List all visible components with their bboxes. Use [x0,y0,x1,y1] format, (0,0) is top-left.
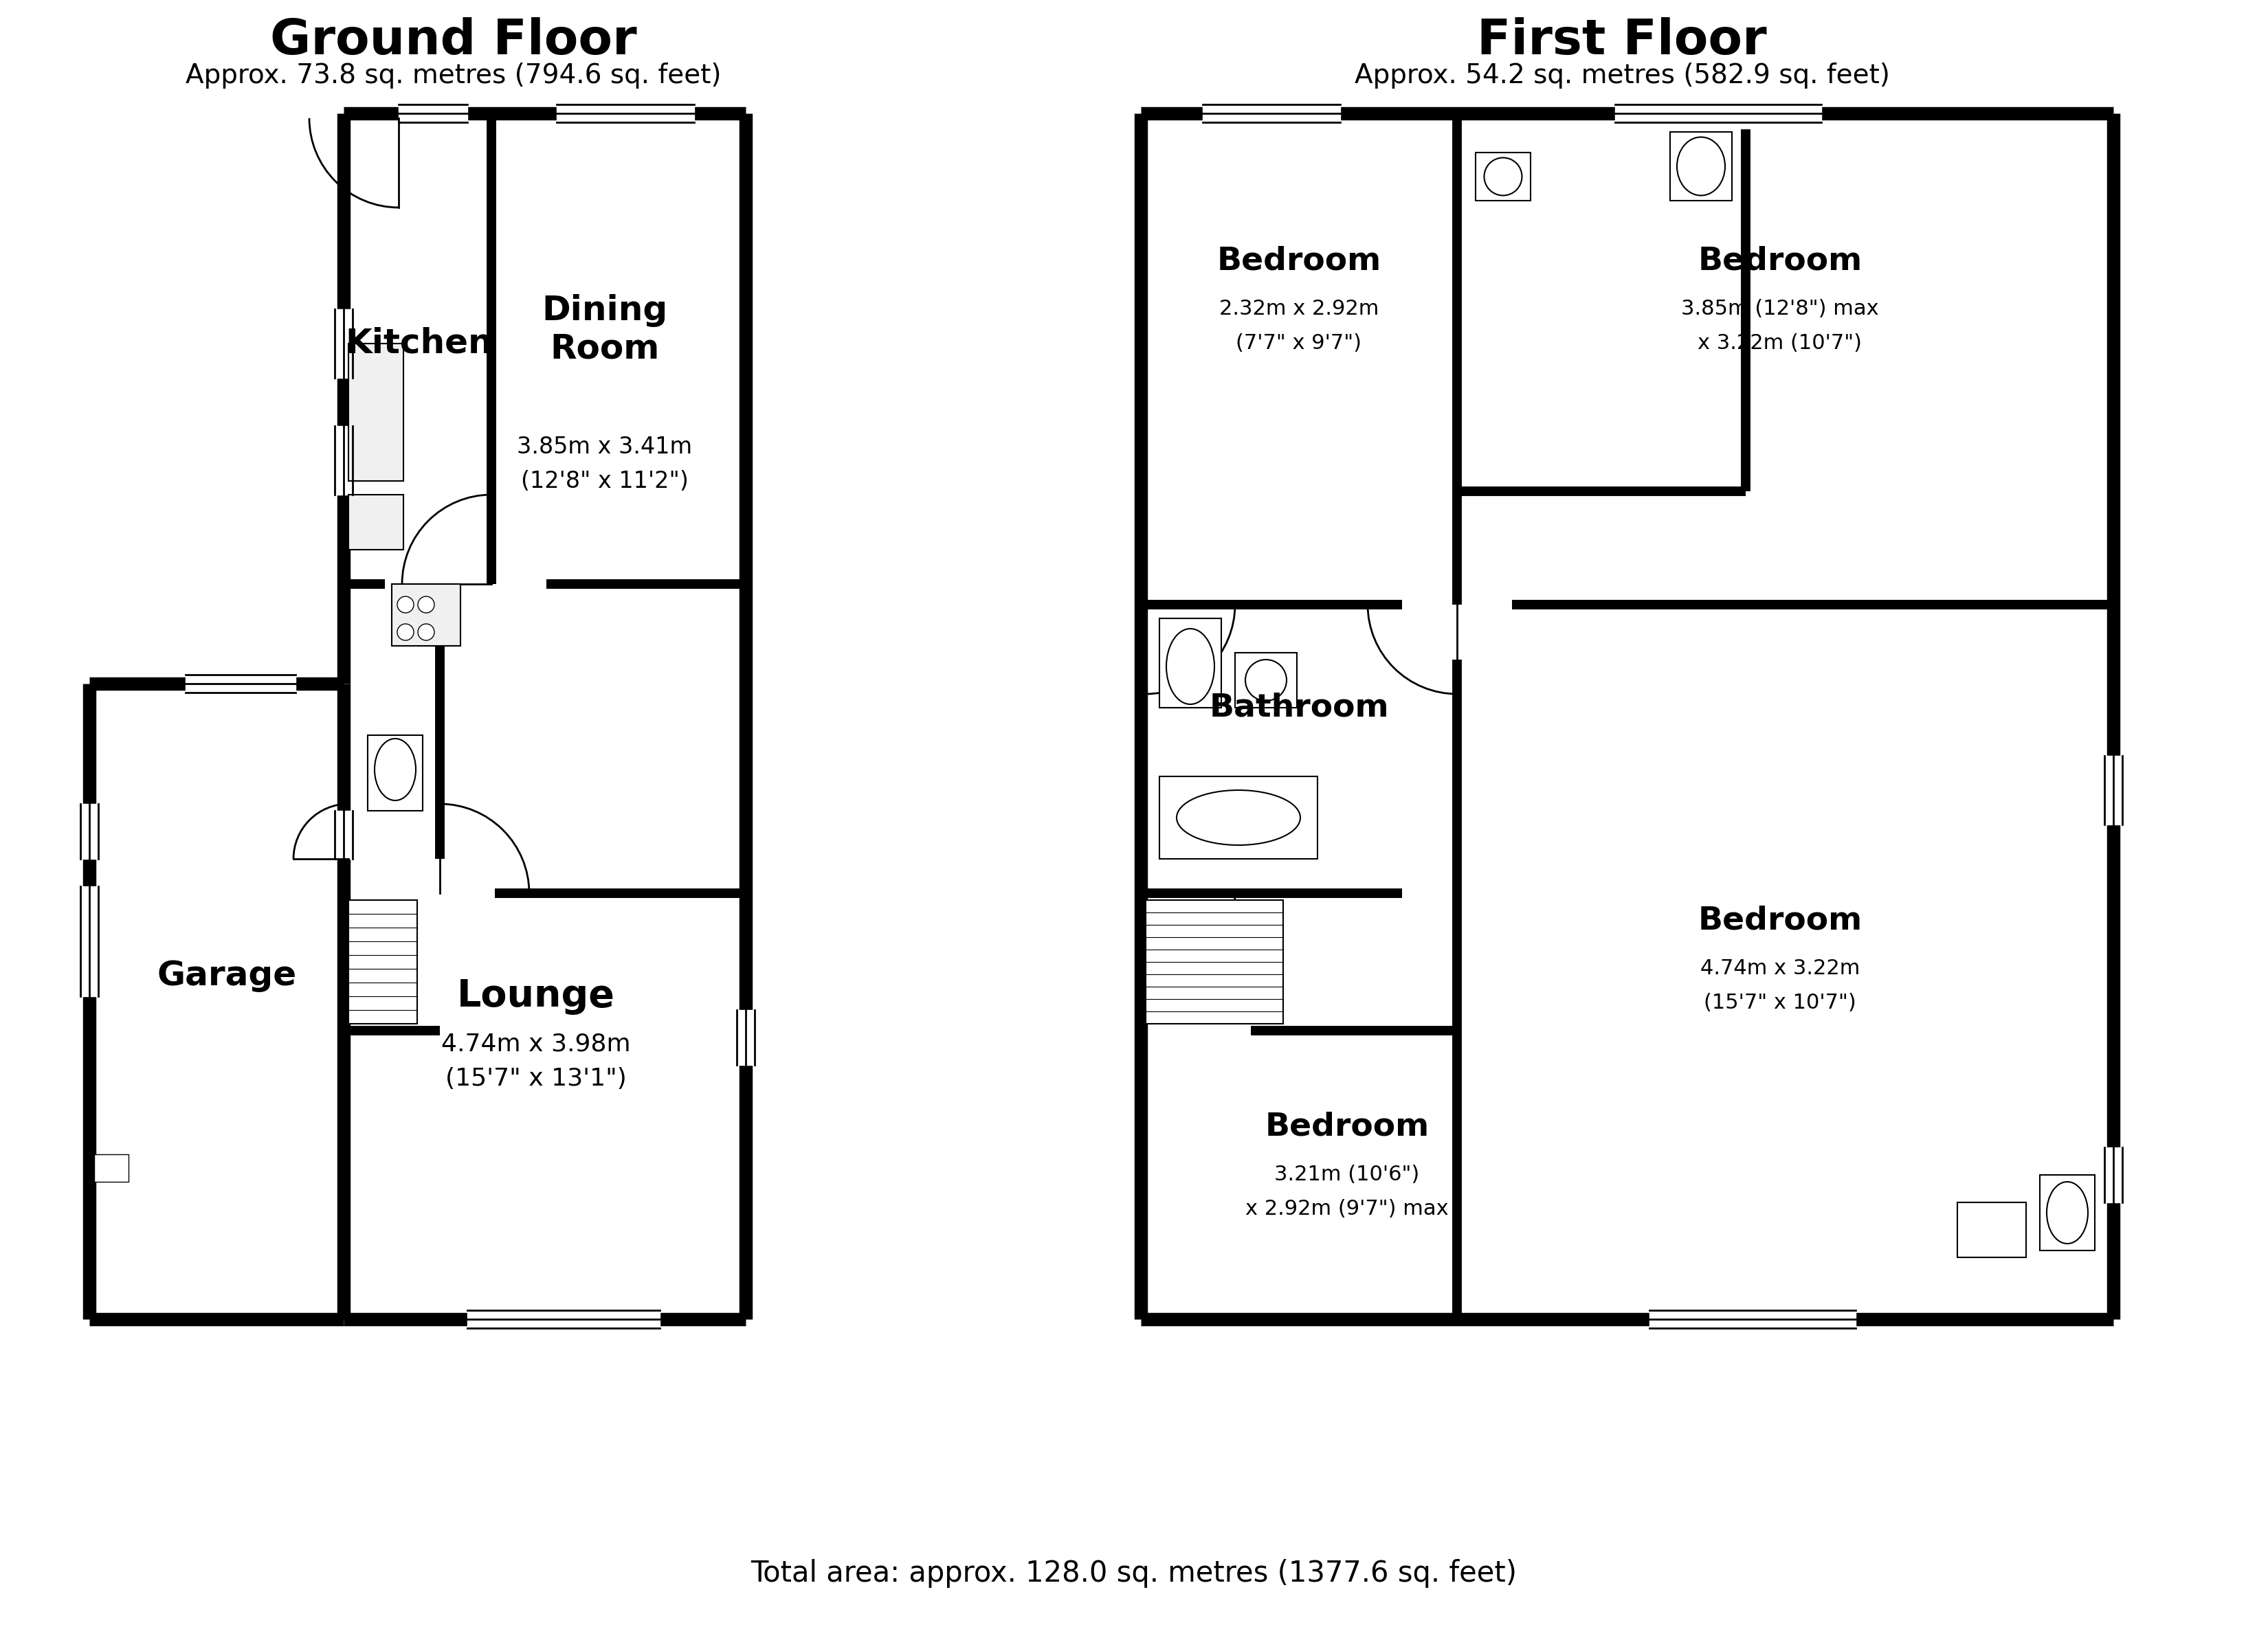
Bar [1957,1202,2025,1257]
Text: First Floor: First Floor [1476,18,1767,64]
Bar [2039,1174,2096,1250]
Bar [88,684,345,1319]
Text: Bedroom: Bedroom [1216,246,1381,277]
Bar [1236,653,1297,707]
Bar [367,735,422,811]
Ellipse shape [1245,660,1286,701]
Ellipse shape [1166,628,1213,704]
Bar [1159,618,1220,707]
Text: (12'8" x 11'2"): (12'8" x 11'2") [522,470,689,493]
Text: Approx. 54.2 sq. metres (582.9 sq. feet): Approx. 54.2 sq. metres (582.9 sq. feet) [1354,63,1889,89]
Text: 3.21m (10'6"): 3.21m (10'6") [1275,1164,1420,1186]
Text: Bathroom: Bathroom [1209,693,1388,724]
Text: x 2.92m (9'7") max: x 2.92m (9'7") max [1245,1199,1449,1219]
Text: x 3.22m (10'7"): x 3.22m (10'7") [1699,333,1862,353]
Text: (7'7" x 9'7"): (7'7" x 9'7") [1236,333,1361,353]
Text: Dining
Room: Dining Room [542,294,667,366]
Text: Bedroom: Bedroom [1699,905,1862,937]
Circle shape [397,597,413,613]
Ellipse shape [1483,158,1522,196]
Circle shape [417,597,435,613]
Text: 4.74m x 3.98m: 4.74m x 3.98m [442,1032,631,1055]
Ellipse shape [374,739,415,800]
Bar [349,343,404,482]
Circle shape [397,623,413,640]
Text: Bedroom: Bedroom [1266,1111,1429,1143]
Ellipse shape [2046,1182,2089,1243]
Text: 3.85m x 3.41m: 3.85m x 3.41m [517,435,692,458]
Circle shape [417,623,435,640]
Bar [349,900,417,1024]
Bar [1476,152,1531,201]
Bar [392,584,460,646]
Bar [1145,900,1284,1024]
Bar [1669,132,1733,201]
Text: Garage: Garage [156,960,297,993]
Text: Bedroom: Bedroom [1699,246,1862,277]
Text: 4.74m x 3.22m: 4.74m x 3.22m [1701,958,1860,980]
Ellipse shape [1676,137,1726,196]
Text: 3.85m (12'8") max: 3.85m (12'8") max [1681,298,1878,320]
Text: (15'7" x 10'7"): (15'7" x 10'7") [1703,993,1855,1012]
Ellipse shape [1177,790,1300,844]
Bar [1141,114,2114,1319]
Text: Total area: approx. 128.0 sq. metres (1377.6 sq. feet): Total area: approx. 128.0 sq. metres (13… [751,1558,1517,1588]
Text: Kitchen: Kitchen [345,327,492,359]
Text: Approx. 73.8 sq. metres (794.6 sq. feet): Approx. 73.8 sq. metres (794.6 sq. feet) [186,63,721,89]
Text: Lounge: Lounge [458,978,615,1014]
Text: (15'7" x 13'1"): (15'7" x 13'1") [445,1067,626,1090]
Text: Ground Floor: Ground Floor [270,18,637,64]
Bar [1159,777,1318,859]
Bar [349,495,404,549]
Text: 2.32m x 2.92m: 2.32m x 2.92m [1220,298,1379,320]
Bar [345,114,746,1319]
Bar [95,1154,129,1182]
